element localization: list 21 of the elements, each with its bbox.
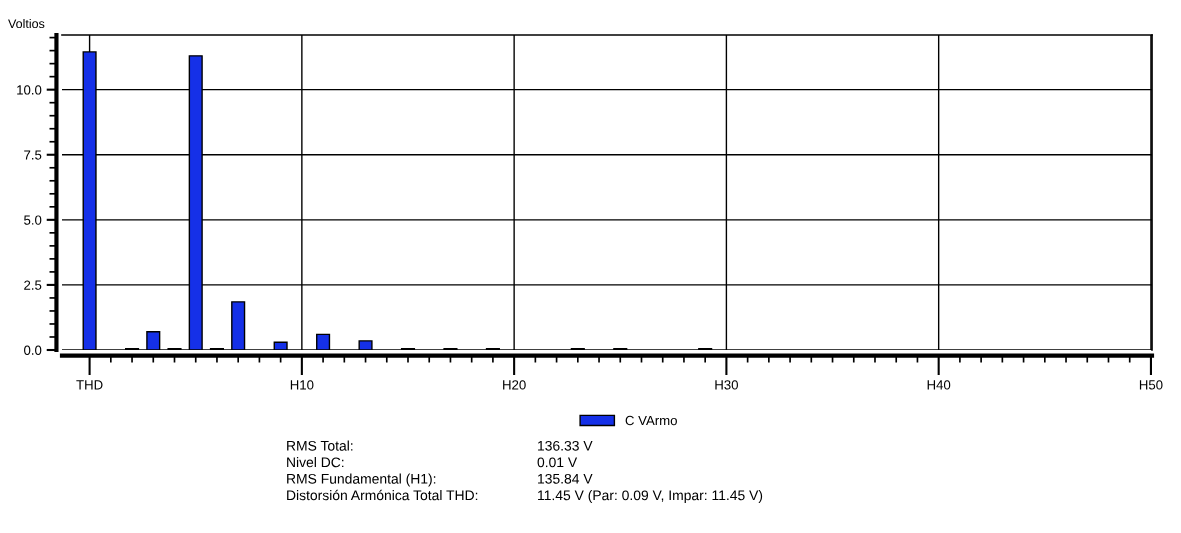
text: 136.33 V — [538, 440, 593, 451]
text: RMS Total: — [287, 440, 353, 451]
y-tick-label: 2.5 — [24, 280, 42, 290]
x-tick-label: THD — [76, 380, 103, 390]
x-tick-label: H30 — [715, 380, 738, 390]
legend-label: C VArmo — [625, 415, 677, 426]
y-tick-label: 0.0 — [24, 345, 42, 355]
y-axis-title: Voltios — [8, 18, 45, 29]
y-tick-label: 5.0 — [24, 215, 42, 225]
text: RMS Fundamental (H1): — [287, 473, 436, 487]
x-tick-label: H20 — [503, 380, 526, 390]
text: Nivel DC: — [287, 457, 344, 468]
y-tick-label: 7.5 — [24, 150, 42, 160]
text: 135.84 V — [538, 473, 593, 484]
x-tick-label: H10 — [290, 380, 314, 390]
x-tick-label: H50 — [1139, 380, 1163, 390]
text: Distorsión Armónica Total THD: — [287, 489, 478, 501]
y-tick-label: 10.0 — [17, 85, 42, 95]
text: 11.45 V (Par: 0.09 V, Impar: 11.45 V) — [538, 490, 763, 503]
text: 0.01 V — [537, 457, 578, 468]
x-tick-label: H40 — [927, 380, 951, 390]
